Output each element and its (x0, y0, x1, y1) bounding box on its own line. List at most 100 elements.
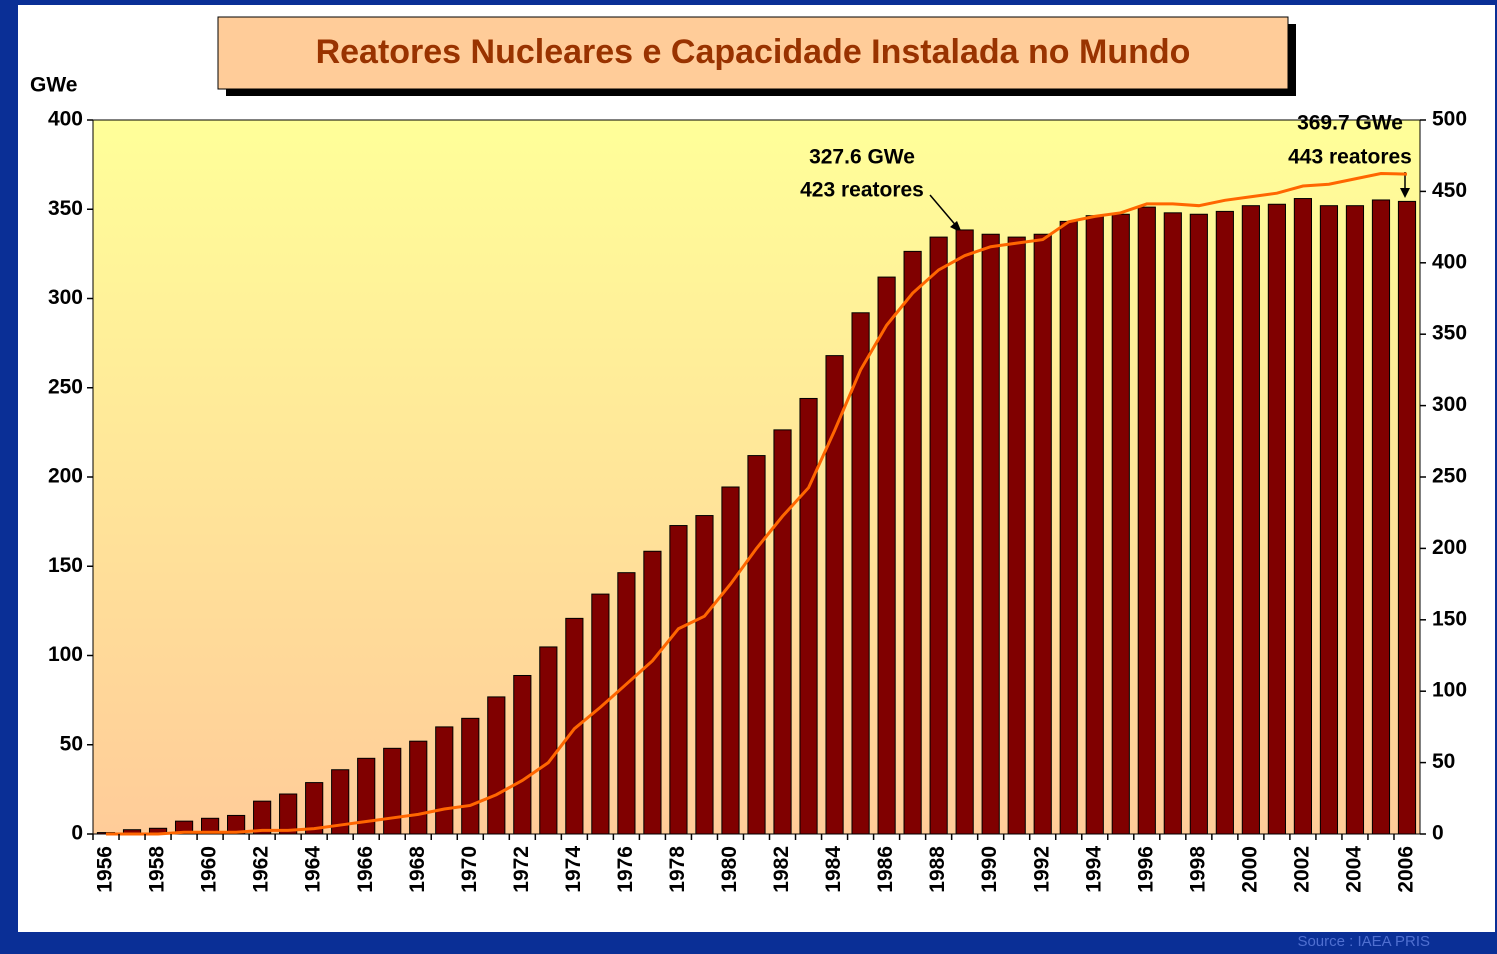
y-tick-label: 300 (48, 286, 83, 309)
bar (851, 312, 870, 835)
bar (1215, 210, 1234, 835)
chart-title: Reatores Nucleares e Capacidade Instalad… (316, 33, 1191, 71)
bar (1033, 233, 1052, 835)
x-tick-label: 1996 (1134, 846, 1157, 893)
x-tick-label: 1982 (770, 846, 793, 893)
bar (981, 233, 1000, 835)
bar (643, 550, 662, 835)
x-tick-label: 1990 (978, 846, 1001, 893)
x-tick-label: 1980 (718, 846, 741, 893)
bar (409, 740, 428, 835)
x-tick-label: 1992 (1030, 846, 1053, 893)
annotation-arrow (929, 194, 959, 229)
bar (1137, 206, 1156, 835)
y-axis-label: GWe (30, 74, 77, 97)
bar (565, 617, 584, 835)
y-tick-label: 100 (48, 643, 83, 666)
x-tick-label: 1960 (198, 846, 221, 893)
bar (825, 355, 844, 835)
bar (279, 793, 298, 835)
y2-tick-label: 450 (1432, 179, 1467, 202)
y-tick-label: 0 (71, 822, 83, 845)
x-tick-label: 1976 (614, 846, 637, 893)
y-tick-label: 200 (48, 465, 83, 488)
title-box (217, 16, 1289, 90)
y2-tick-label: 150 (1432, 607, 1467, 630)
x-tick-label: 1966 (354, 846, 377, 893)
bar (955, 229, 974, 835)
bar (1397, 200, 1417, 835)
x-tick-label: 1984 (822, 846, 845, 893)
bar (435, 726, 454, 835)
bar (357, 757, 376, 835)
x-tick-label: 1986 (874, 846, 897, 893)
bar (1085, 215, 1104, 835)
y2-tick-label: 500 (1432, 108, 1467, 131)
x-tick-label: 1978 (666, 846, 689, 893)
bar (695, 515, 714, 835)
annotation: 423 reatores (800, 179, 924, 202)
bar (877, 276, 896, 835)
bar (1111, 213, 1130, 835)
bar (1189, 213, 1208, 835)
source: Source : IAEA PRIS (1297, 933, 1430, 950)
y2-tick-label: 400 (1432, 250, 1467, 273)
annotation: 443 reatores (1288, 146, 1412, 169)
y-tick-label: 150 (48, 554, 83, 577)
bar (929, 236, 948, 835)
bar (669, 525, 688, 835)
x-tick-label: 2006 (1395, 846, 1418, 893)
x-tick-label: 1994 (1082, 846, 1105, 893)
x-tick-label: 2002 (1290, 846, 1313, 893)
x-tick-label: 1998 (1186, 846, 1209, 893)
x-tick-label: 1958 (146, 846, 169, 893)
bar (331, 769, 350, 835)
bar (487, 696, 506, 835)
y2-tick-label: 350 (1432, 322, 1467, 345)
annotation-arrowhead (1400, 188, 1410, 198)
bar (1345, 205, 1365, 835)
x-tick-label: 2004 (1342, 846, 1365, 893)
bar (383, 747, 402, 835)
bar (539, 646, 558, 835)
y-tick-label: 50 (60, 732, 83, 755)
bar (747, 455, 766, 835)
y2-tick-label: 100 (1432, 679, 1467, 702)
bar (1371, 199, 1391, 835)
bar (305, 782, 324, 835)
y2-tick-label: 200 (1432, 536, 1467, 559)
y2-tick-label: 250 (1432, 465, 1467, 488)
bar (617, 572, 636, 835)
x-tick-label: 1956 (94, 846, 117, 893)
bar (1007, 236, 1026, 835)
line (106, 172, 1408, 836)
y2-tick-label: 0 (1432, 822, 1444, 845)
bar (1319, 205, 1339, 835)
x-tick-label: 1968 (406, 846, 429, 893)
bar (513, 674, 532, 835)
y-tick-label: 350 (48, 197, 83, 220)
bar (1293, 198, 1312, 835)
x-tick-label: 1964 (302, 846, 325, 893)
bar (1267, 203, 1286, 835)
annotation: 369.7 GWe (1297, 112, 1403, 135)
bar (773, 429, 792, 835)
y-tick-label: 400 (48, 108, 83, 131)
bar (799, 397, 818, 835)
y2-tick-label: 50 (1432, 750, 1455, 773)
bar (227, 814, 246, 835)
bar (253, 800, 272, 835)
annotation: 327.6 GWe (809, 146, 915, 169)
y2-tick-label: 300 (1432, 393, 1467, 416)
bar (1241, 205, 1260, 835)
x-tick-label: 1970 (458, 846, 481, 893)
x-tick-label: 1974 (562, 846, 585, 893)
bar (1163, 212, 1182, 835)
x-tick-label: 2000 (1238, 846, 1261, 893)
x-tick-label: 1962 (250, 846, 273, 893)
bar (461, 717, 480, 835)
bar (903, 250, 922, 835)
x-tick-label: 1972 (510, 846, 533, 893)
